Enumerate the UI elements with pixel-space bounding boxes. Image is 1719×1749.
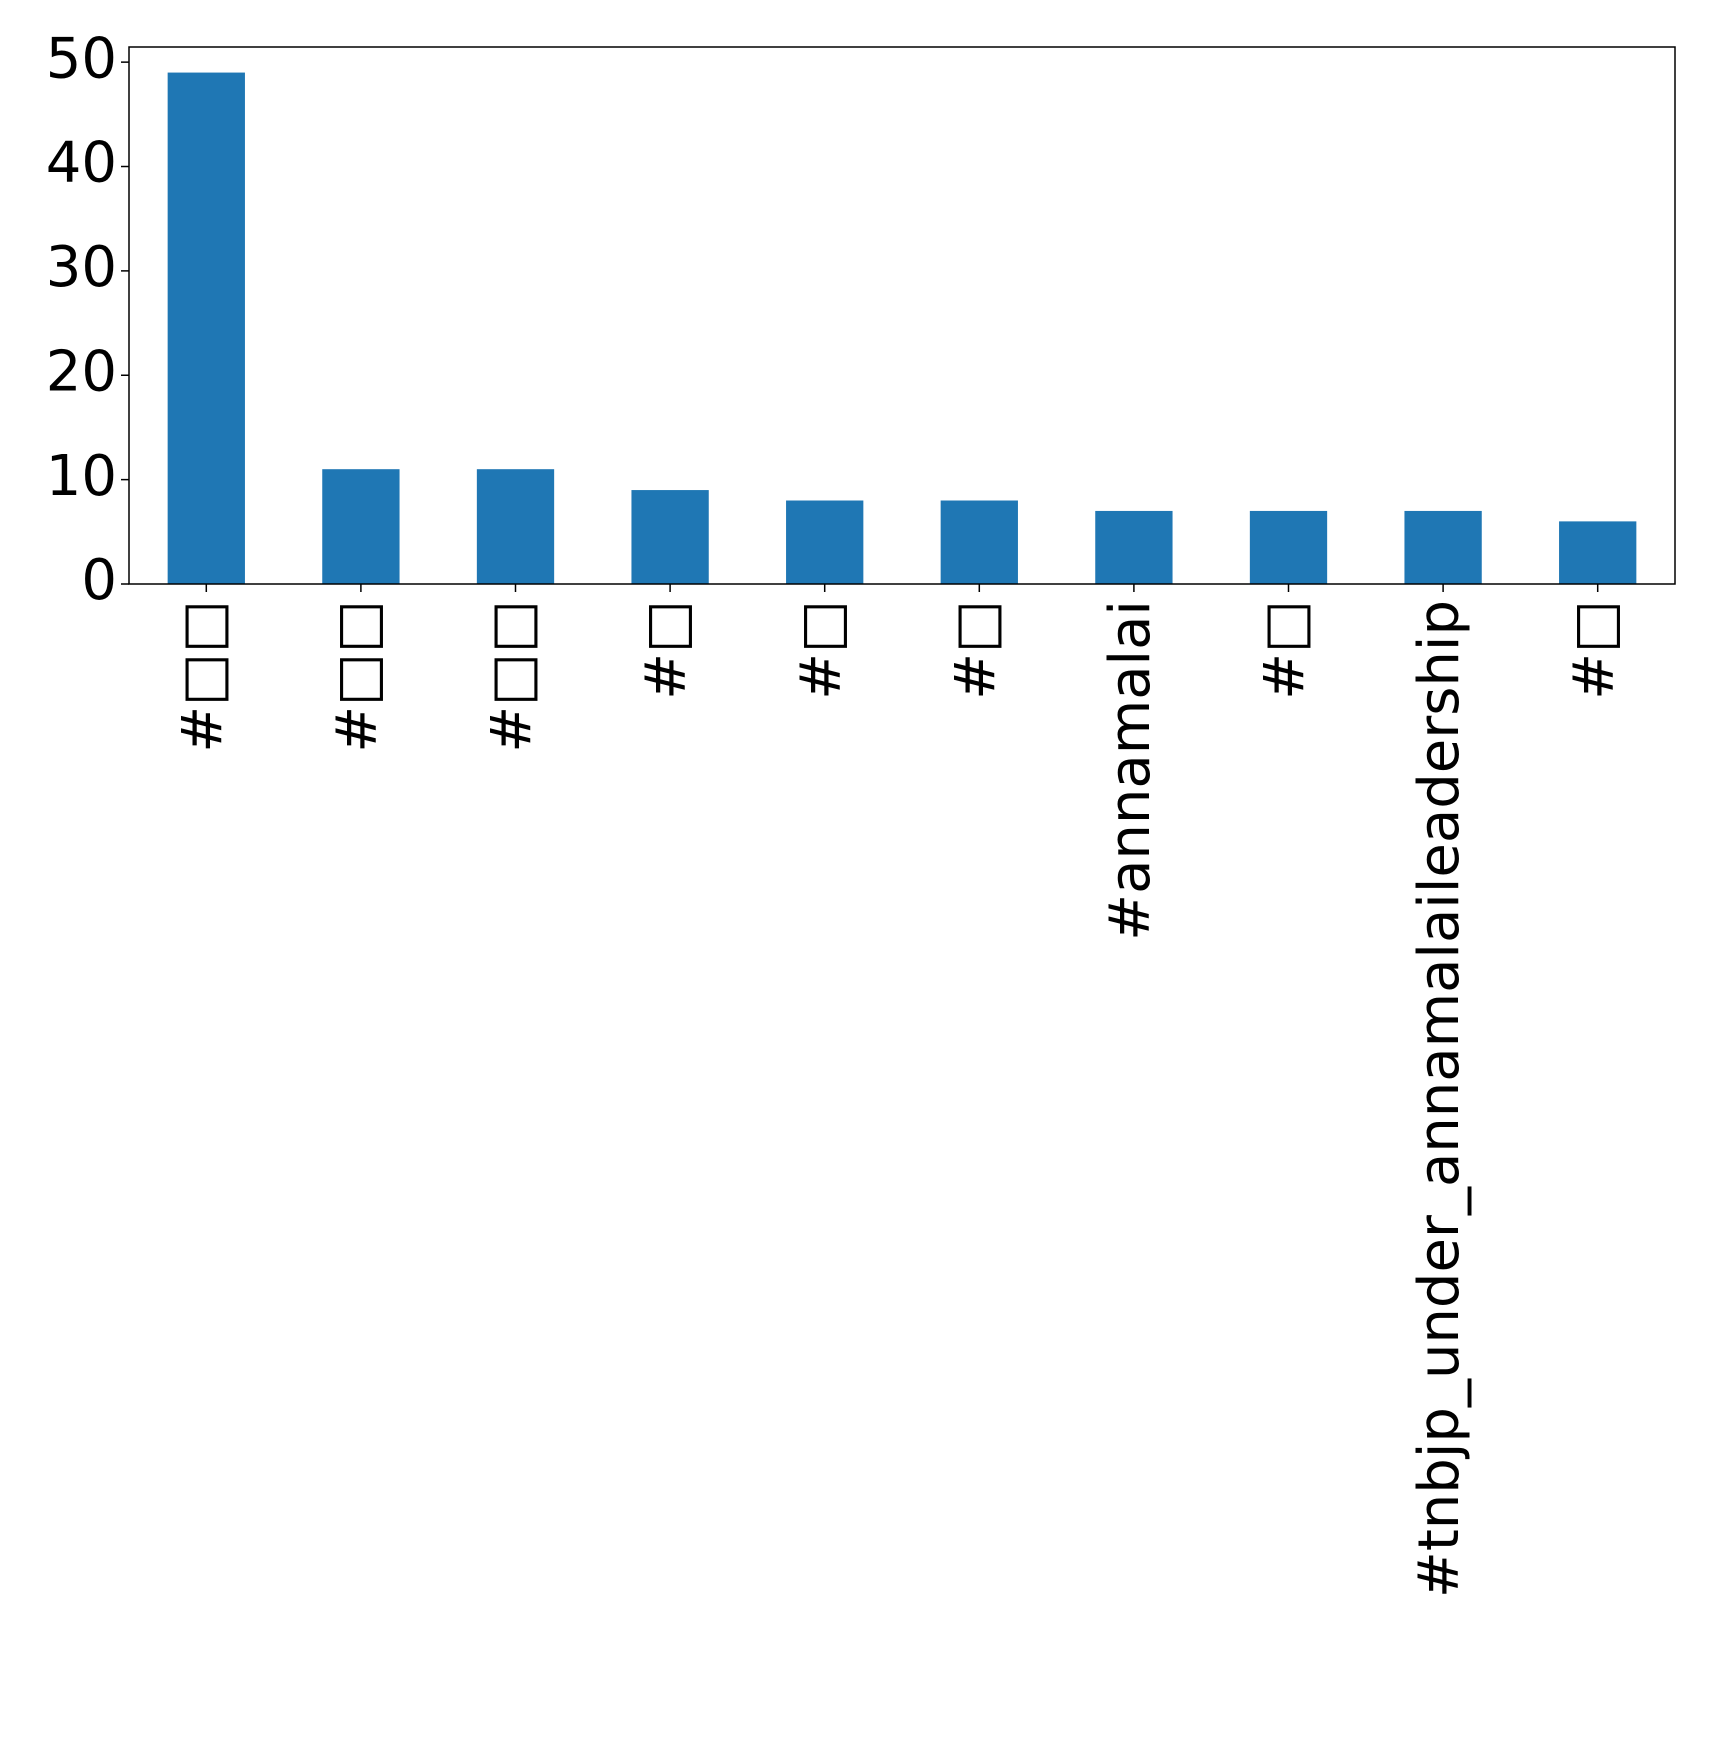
bar <box>167 72 245 585</box>
bar <box>1095 510 1173 584</box>
bar <box>322 469 400 584</box>
bar <box>1559 521 1637 584</box>
x-tick-label: #□□ <box>325 600 390 753</box>
plot-frame <box>128 46 1676 585</box>
bar <box>631 490 709 584</box>
y-tick-label: 50 <box>46 26 117 91</box>
x-tick-label: #□ <box>1562 600 1627 700</box>
x-tick-label: #□□ <box>480 600 545 753</box>
y-tick-label: 40 <box>46 131 117 196</box>
bar <box>940 500 1018 584</box>
bar <box>786 500 864 584</box>
y-tick-label: 20 <box>46 339 117 404</box>
bar <box>476 469 555 584</box>
x-tick-label: #□ <box>943 600 1008 700</box>
bar <box>1249 510 1328 584</box>
y-tick-label: 30 <box>46 235 117 300</box>
y-tick-label: 10 <box>46 444 117 509</box>
x-tick-label: #□ <box>634 600 699 700</box>
bar <box>1404 510 1482 584</box>
x-tick-label: #annamalai <box>1098 600 1163 941</box>
x-tick-label: #tnbjp_under_annamalaileadership <box>1407 600 1472 1598</box>
x-tick-label: #□□ <box>170 600 235 753</box>
x-tick-label: #□ <box>789 600 854 700</box>
x-tick-label: #□ <box>1253 600 1318 700</box>
y-tick-label: 0 <box>81 548 117 613</box>
